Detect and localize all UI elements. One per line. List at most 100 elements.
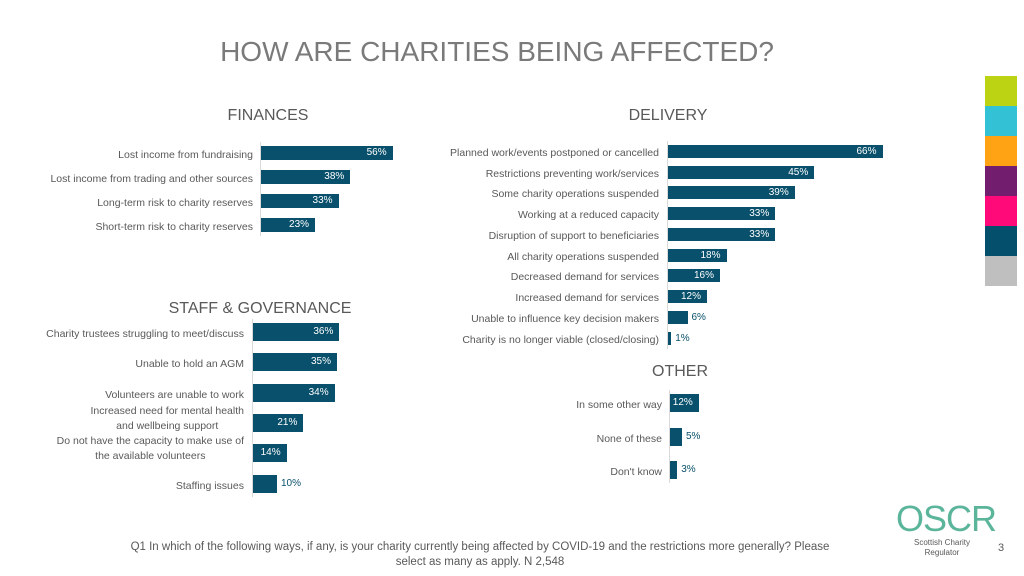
- bar-other[interactable]: [670, 394, 699, 412]
- bar-delivery[interactable]: [668, 290, 707, 303]
- category-label: Lost income from fundraising: [118, 148, 253, 163]
- bar-staff[interactable]: [253, 353, 337, 371]
- color-swatch: [985, 166, 1017, 196]
- category-label: Don't know: [610, 465, 662, 480]
- data-label: 12%: [680, 290, 701, 302]
- category-label-line: Lost income from trading and other sourc…: [50, 172, 253, 185]
- data-label: 56%: [366, 147, 387, 158]
- category-label: Planned work/events postponed or cancell…: [450, 146, 659, 161]
- data-label: 38%: [324, 171, 345, 182]
- data-label: 35%: [310, 356, 331, 367]
- bar-other[interactable]: [670, 461, 678, 479]
- color-swatch: [985, 76, 1017, 106]
- category-label-line: None of these: [596, 432, 662, 445]
- category-label-line: Unable to hold an AGM: [135, 357, 244, 370]
- data-label: 18%: [700, 249, 721, 261]
- bar-delivery[interactable]: [668, 228, 776, 241]
- bar-finances[interactable]: [261, 194, 339, 208]
- data-label: 33%: [749, 228, 770, 240]
- category-label: Staffing issues: [176, 479, 244, 494]
- bar-other[interactable]: [670, 428, 682, 446]
- category-label-line: Restrictions preventing work/services: [485, 168, 659, 180]
- category-label: Unable to hold an AGM: [135, 357, 244, 372]
- category-axis-line: [667, 141, 668, 349]
- category-label: Do not have the capacity to make use of t…: [57, 434, 244, 464]
- category-label-line: Lost income from fundraising: [118, 148, 253, 161]
- bar-finances[interactable]: [261, 146, 393, 160]
- category-axis-line: [260, 142, 261, 236]
- bar-delivery[interactable]: [668, 145, 883, 158]
- category-label-line: All charity operations suspended: [507, 251, 659, 263]
- bar-staff[interactable]: [253, 323, 340, 341]
- category-label: Decreased demand for services: [511, 270, 659, 285]
- page-number: 3: [998, 542, 1005, 554]
- category-label-line: Decreased demand for services: [510, 271, 659, 283]
- data-label: 5%: [686, 431, 701, 442]
- bar-delivery[interactable]: [668, 249, 727, 262]
- bar-delivery[interactable]: [668, 311, 688, 324]
- bar-finances[interactable]: [261, 170, 351, 184]
- chart-title: FINANCES: [227, 107, 309, 124]
- bar-staff[interactable]: [253, 384, 335, 402]
- bar-delivery[interactable]: [668, 332, 672, 345]
- category-label-line: Charity trustees struggling to meet/disc…: [46, 327, 244, 340]
- category-label-line: Working at a reduced capacity: [517, 209, 659, 221]
- category-label: None of these: [597, 432, 662, 447]
- bar-staff[interactable]: [253, 414, 304, 432]
- category-axis-line: [252, 319, 253, 497]
- category-label: Charity trustees struggling to meet/disc…: [46, 327, 244, 342]
- category-label-line: Disruption of support to beneficiaries: [488, 230, 659, 242]
- category-label-line: the available volunteers: [95, 450, 206, 462]
- category-label-line: In some other way: [576, 398, 662, 411]
- data-label: 33%: [749, 207, 770, 219]
- bar-delivery[interactable]: [668, 269, 720, 282]
- data-label: 66%: [856, 145, 877, 157]
- bar-delivery[interactable]: [668, 207, 776, 220]
- category-label-line: Don't know: [610, 465, 662, 478]
- category-label-line: Unable to influence key decision makers: [471, 313, 659, 325]
- category-label-line: Charity is no longer viable (closed/clos…: [462, 334, 659, 346]
- bar-delivery[interactable]: [668, 186, 795, 199]
- page-title: HOW ARE CHARITIES BEING AFFECTED?: [220, 36, 774, 67]
- footnote: Q1 In which of the following ways, if an…: [90, 540, 870, 570]
- category-label: In some other way: [576, 398, 662, 413]
- data-label: 14%: [260, 447, 281, 458]
- data-label: 34%: [308, 387, 329, 398]
- category-label: All charity operations suspended: [507, 250, 659, 265]
- data-label: 36%: [313, 326, 334, 337]
- category-label-line: Short-term risk to charity reserves: [95, 220, 253, 233]
- data-label: 33%: [312, 195, 333, 206]
- bar-staff[interactable]: [253, 475, 277, 493]
- data-label: 45%: [788, 166, 809, 178]
- category-label: Restrictions preventing work/services: [486, 167, 659, 182]
- category-label-line: Increased need for mental health: [90, 405, 244, 417]
- data-label: 10%: [281, 478, 302, 489]
- category-label-line: Volunteers are unable to work: [105, 388, 244, 401]
- category-label-line: and wellbeing support: [116, 420, 219, 432]
- category-label: Long-term risk to charity reserves: [97, 196, 253, 211]
- data-label: 1%: [675, 332, 690, 344]
- category-label: Charity is no longer viable (closed/clos…: [462, 333, 659, 348]
- color-swatch: [985, 106, 1017, 136]
- category-label-line: Long-term risk to charity reserves: [97, 196, 253, 209]
- data-label: 12%: [672, 397, 693, 408]
- chart-title: OTHER: [652, 363, 708, 380]
- data-label: 6%: [691, 311, 706, 323]
- logo-wordmark: OSCR: [896, 498, 997, 539]
- category-label: Volunteers are unable to work: [105, 388, 244, 403]
- bar-delivery[interactable]: [668, 166, 815, 179]
- category-label: Increased demand for services: [515, 291, 659, 306]
- category-label: Increased need for mental health and well…: [90, 404, 244, 434]
- category-label: Short-term risk to charity reserves: [95, 220, 253, 235]
- category-label-line: Do not have the capacity to make use of: [56, 435, 244, 447]
- data-label: 23%: [289, 219, 310, 230]
- bar-finances[interactable]: [261, 218, 316, 232]
- logo-tagline: Scottish Charity Regulator: [913, 538, 971, 557]
- category-label-line: Planned work/events postponed or cancell…: [450, 147, 659, 159]
- bar-staff[interactable]: [253, 444, 287, 462]
- color-swatch: [985, 256, 1017, 286]
- category-label: Some charity operations suspended: [491, 187, 659, 202]
- category-label-line: Some charity operations suspended: [491, 188, 659, 200]
- footnote-line-1: Q1 In which of the following ways, if an…: [130, 541, 830, 553]
- chart-title: DELIVERY: [628, 107, 708, 124]
